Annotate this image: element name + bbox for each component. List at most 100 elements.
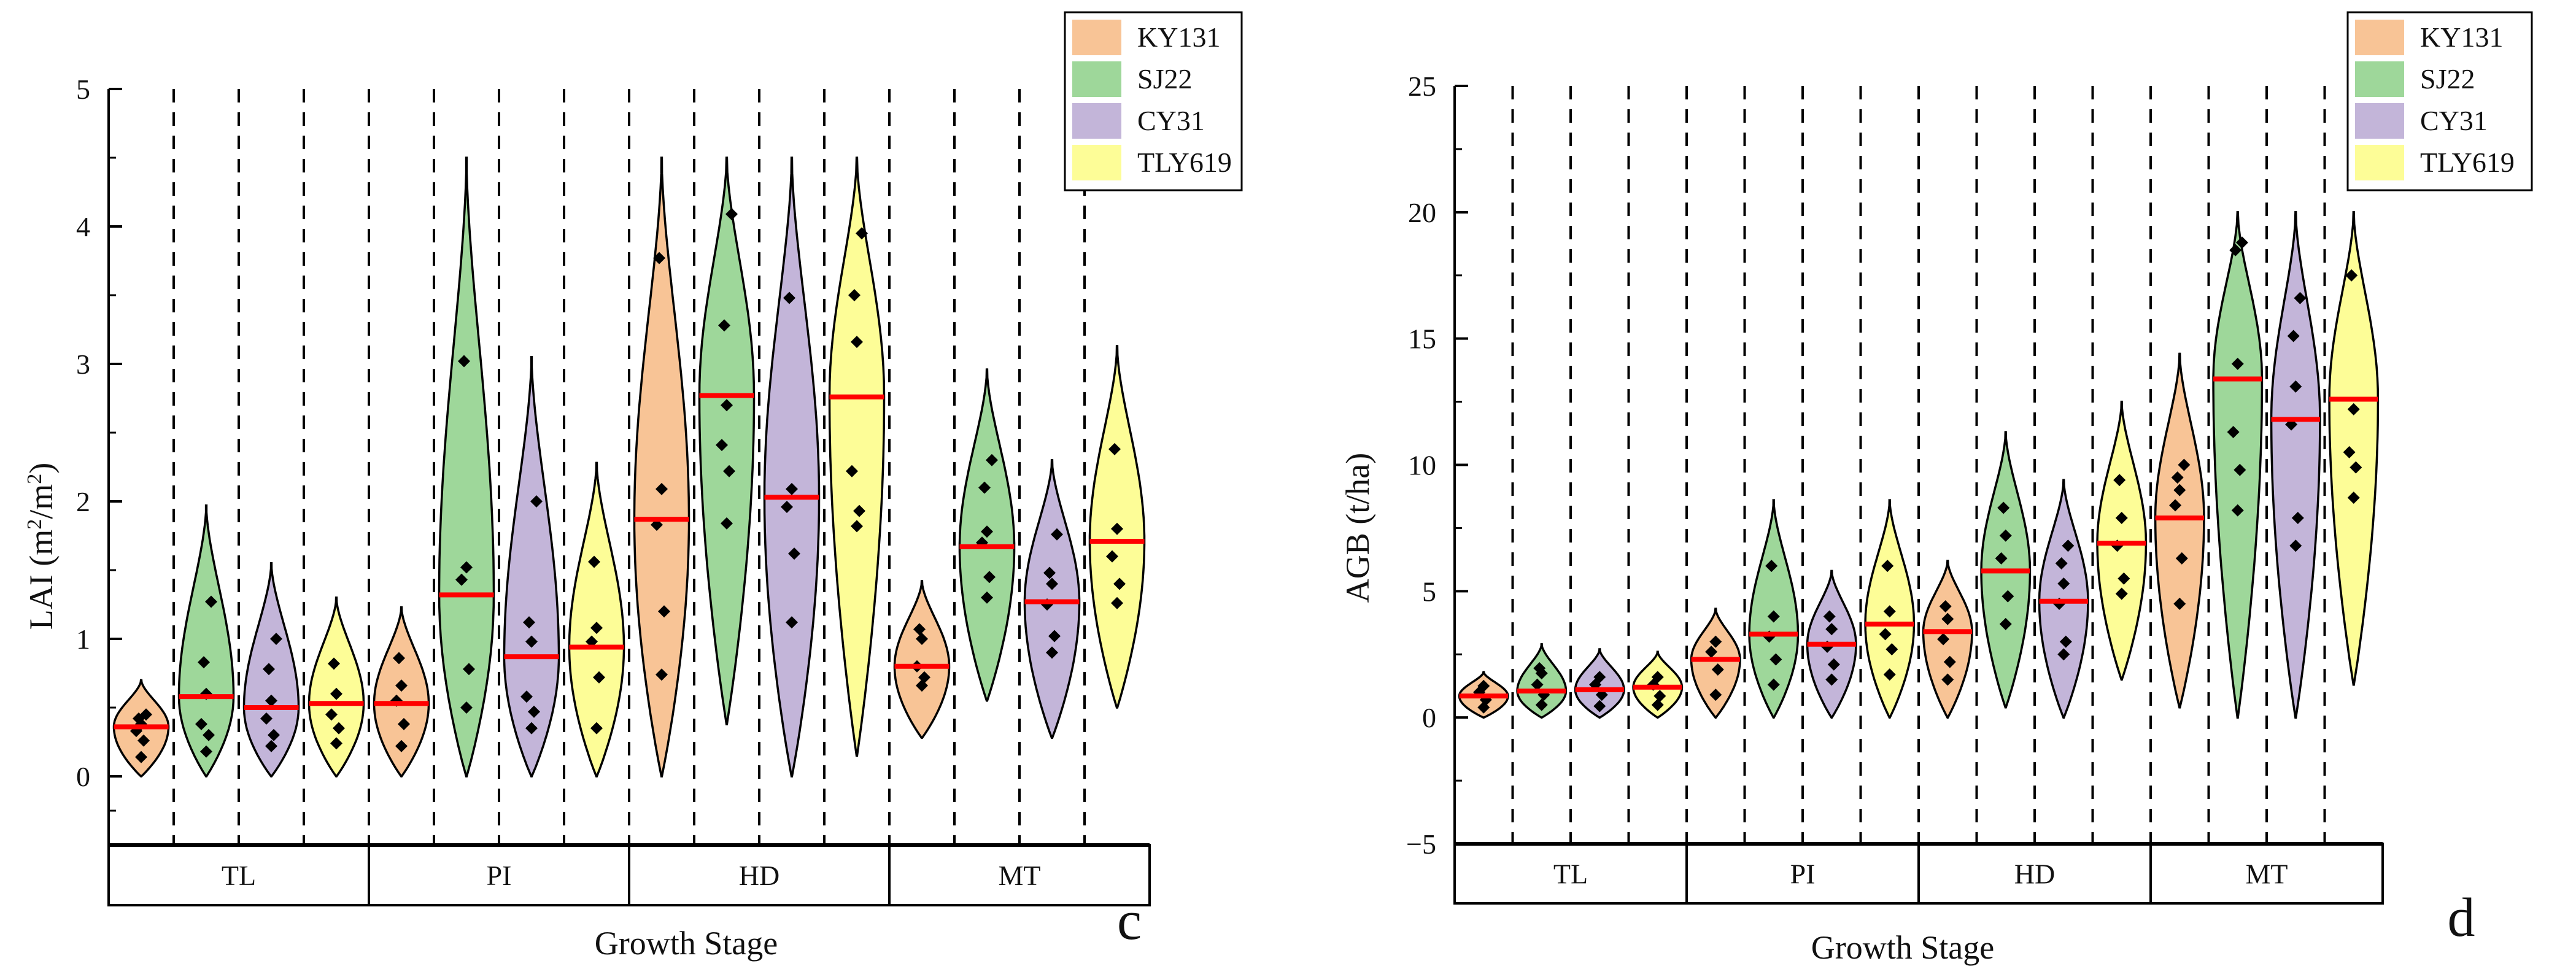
data-point: [1765, 560, 1778, 573]
data-point: [1941, 612, 1954, 625]
data-point: [325, 708, 338, 721]
violin-PI-SJ22: [1748, 499, 1800, 719]
data-point: [656, 482, 668, 495]
data-point: [1046, 577, 1058, 590]
data-point: [2287, 330, 2300, 342]
violin-HD-TLY619: [828, 156, 886, 757]
data-point: [2175, 552, 2188, 565]
data-point: [1825, 623, 1838, 636]
violin-PI-KY131: [373, 606, 430, 778]
data-point: [1941, 673, 1954, 686]
legend-swatch-CY31: [2355, 103, 2404, 139]
panel-c-ylabel: LAI (m2/m2): [23, 463, 60, 630]
data-point: [2062, 539, 2075, 552]
data-point: [1709, 689, 1722, 701]
data-point: [1477, 679, 1490, 692]
data-point: [268, 728, 280, 741]
legend-label-CY31: CY31: [2420, 105, 2488, 136]
data-point: [723, 465, 736, 477]
data-point: [788, 547, 801, 560]
data-point: [1886, 643, 1898, 656]
violin-MT-SJ22: [2212, 210, 2264, 719]
data-point: [2229, 244, 2242, 257]
legend-swatch-TLY619: [2355, 145, 2404, 180]
data-point: [270, 633, 283, 645]
chart-panel-d: AGB (t/ha) Growth Stage d −5 0 5 10 15 20 25 TL…: [1339, 11, 2533, 966]
legend-swatch-SJ22: [2355, 61, 2404, 97]
y-tick-label: 4: [76, 211, 90, 242]
data-point: [525, 722, 538, 735]
data-point: [392, 652, 405, 665]
data-point: [848, 289, 861, 301]
data-point: [1046, 646, 1058, 659]
violin-HD-KY131: [633, 156, 690, 778]
data-point: [590, 722, 603, 735]
stage-label-MT: MT: [999, 860, 1041, 891]
legend-swatch-KY131: [2355, 20, 2404, 55]
data-point: [2178, 458, 2191, 471]
legend: KY131 SJ22 CY31 TLY619: [1064, 11, 1243, 191]
data-point: [1999, 617, 2012, 630]
data-point: [978, 481, 991, 494]
data-point: [1943, 655, 1956, 668]
data-point: [205, 595, 218, 608]
data-point: [1111, 597, 1123, 609]
panel-c-xlabel: Growth Stage: [595, 925, 778, 962]
data-point: [525, 635, 538, 648]
panel-c-label: c: [1117, 890, 1142, 951]
data-point: [715, 439, 728, 452]
stage-label-MT: MT: [2246, 859, 2288, 890]
data-point: [1770, 653, 1782, 666]
data-point: [717, 319, 730, 332]
y-tick-label: 3: [76, 349, 90, 380]
legend-label-TLY619: TLY619: [2420, 147, 2515, 178]
data-point: [1531, 678, 1544, 691]
data-point: [1651, 698, 1664, 711]
data-point: [853, 504, 866, 517]
data-point: [652, 252, 665, 265]
stage-label-PI: PI: [1790, 859, 1816, 890]
data-point: [197, 656, 210, 669]
data-point: [981, 525, 993, 538]
panel-d-xlabel: Growth Stage: [1811, 929, 1994, 966]
data-point: [2059, 635, 2072, 648]
stage-label-HD: HD: [739, 860, 779, 891]
y-tick-label: 0: [1422, 702, 1436, 733]
legend-swatch-SJ22: [1072, 61, 1121, 97]
chart-panel-c: LAI (m2/m2) Growth Stage c 0 1 2 3 4 5 TL PI HD M…: [23, 11, 1243, 962]
legend-label-CY31: CY31: [1137, 105, 1205, 136]
data-point: [1997, 501, 2010, 514]
data-point: [330, 687, 342, 700]
data-point: [528, 705, 541, 718]
data-point: [1711, 663, 1724, 676]
legend-label-SJ22: SJ22: [1137, 63, 1192, 95]
data-point: [1939, 600, 1952, 613]
data-point: [463, 663, 476, 676]
legend-label-TLY619: TLY619: [1137, 147, 1232, 178]
data-point: [783, 292, 795, 304]
data-point: [856, 227, 868, 240]
y-tick-label: 5: [76, 74, 90, 105]
data-point: [1113, 577, 1126, 590]
data-point: [137, 734, 150, 747]
y-tick-label: 25: [1408, 71, 1436, 102]
data-point: [460, 561, 473, 574]
data-point: [1827, 658, 1840, 671]
violin-TL-SJ22: [1516, 643, 1568, 719]
data-point: [1651, 671, 1664, 684]
data-point: [1705, 646, 1718, 658]
stage-label-HD: HD: [2014, 859, 2055, 890]
violin-MT-TLY619: [2328, 210, 2380, 686]
violin-TL-TLY619: [307, 597, 365, 778]
panel-d-label: d: [2448, 887, 2475, 948]
data-point: [2294, 292, 2307, 304]
data-point: [1043, 566, 1056, 579]
data-point: [2055, 557, 2068, 570]
stage-label-TL: TL: [1553, 859, 1588, 890]
data-point: [327, 657, 340, 670]
data-point: [2231, 357, 2244, 370]
legend-swatch-KY131: [1072, 20, 1121, 55]
data-point: [265, 694, 277, 707]
data-point: [986, 454, 999, 466]
